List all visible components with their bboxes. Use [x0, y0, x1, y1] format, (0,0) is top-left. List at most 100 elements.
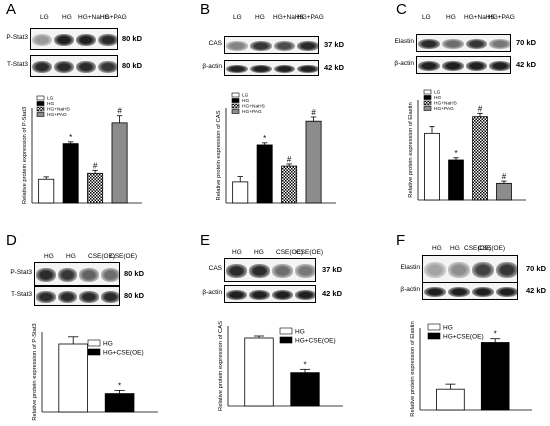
significance-marker: # [287, 155, 292, 164]
legend-swatch [36, 112, 45, 117]
molecular-weight-label: 42 kD [322, 289, 343, 298]
bar [480, 342, 510, 411]
blot-row-label: P-Stat3 [6, 34, 28, 41]
western-blot-strip [422, 282, 518, 300]
protein-band [249, 64, 272, 74]
molecular-weight-label: 80 kD [122, 34, 143, 43]
lane-label: HG [254, 249, 264, 256]
protein-band [418, 38, 440, 50]
legend-entry: HG+CSE(OE) [295, 338, 336, 345]
protein-band [79, 291, 99, 303]
significance-marker: * [263, 134, 266, 143]
lane-label: HG [255, 14, 265, 21]
legend-swatch [231, 103, 240, 109]
blot-row-label: β-actin [202, 289, 222, 296]
legend-entry: HG+PAG [434, 106, 454, 112]
protein-band [54, 60, 74, 74]
legend-swatch [427, 332, 441, 340]
blot-row-label: CAS [208, 40, 222, 47]
protein-band [295, 264, 315, 278]
significance-marker: * [69, 133, 72, 142]
blot-row-label: CAS [208, 265, 222, 272]
lane-label: HG [450, 245, 460, 252]
y-axis-label: Relative protein expression of CAS [218, 321, 224, 411]
lane-label: LG [40, 14, 49, 21]
y-axis-label: Relative protein expression of Elastin [408, 102, 414, 197]
legend-entry: HG [47, 101, 54, 107]
molecular-weight-label: 80 kD [122, 61, 143, 70]
western-blot-strip [34, 262, 120, 286]
protein-band [272, 264, 293, 278]
protein-band [297, 64, 318, 74]
legend-entry: HG+CSE(OE) [103, 350, 144, 357]
protein-band [226, 289, 247, 301]
western-blot-strip [224, 285, 316, 303]
legend-entry: LG [242, 93, 249, 99]
protein-band [472, 286, 494, 298]
protein-band [98, 33, 117, 47]
legend-entry: HG+NaHS [434, 101, 457, 107]
protein-band [272, 289, 293, 301]
protein-band [32, 60, 52, 74]
legend-swatch [231, 92, 240, 98]
protein-band [472, 262, 494, 278]
lane-label: HG+NaHS [464, 14, 495, 21]
significance-marker: # [478, 104, 483, 113]
legend-swatch [423, 100, 432, 106]
bar [58, 343, 88, 413]
panel-letter: A [6, 1, 17, 18]
legend-swatch [87, 348, 101, 356]
legend-swatch [423, 106, 432, 111]
protein-band [79, 268, 99, 282]
molecular-weight-label: 70 kD [516, 38, 537, 47]
y-axis-label: Relative protein expression of Elastin [410, 321, 416, 416]
panel-letter: D [6, 232, 17, 249]
blot-row-label: β-actin [394, 60, 414, 67]
legend-swatch [87, 339, 101, 347]
blot-row-label: β-actin [400, 286, 420, 293]
lane-label: HG [432, 245, 442, 252]
legend-entry: HG+NaHS [242, 104, 265, 110]
legend-swatch [279, 327, 293, 335]
molecular-weight-label: 42 kD [516, 60, 537, 69]
protein-band [496, 262, 517, 278]
legend-swatch [423, 89, 432, 95]
protein-band [441, 60, 464, 72]
protein-band [76, 33, 96, 47]
legend-entry: HG [242, 98, 249, 104]
protein-band [76, 60, 96, 74]
protein-band [496, 286, 517, 298]
protein-band [489, 38, 510, 50]
panel-letter: E [200, 232, 211, 249]
panel-letter: F [396, 232, 406, 249]
protein-band [98, 60, 117, 74]
western-blot-strip [416, 34, 511, 52]
western-blot-strip [34, 286, 120, 306]
molecular-weight-label: 42 kD [526, 286, 547, 295]
lane-label: HG [62, 14, 72, 21]
protein-band [249, 40, 272, 52]
y-axis-label: Relative protein expression of P-Stat3 [32, 323, 38, 420]
legend-swatch [36, 101, 45, 106]
lane-label: CSE(OE) [110, 253, 138, 260]
protein-band [273, 40, 296, 52]
lane-label: CSE(OE) [276, 249, 304, 256]
lane-label: CSE(OE) [296, 249, 324, 256]
protein-band [54, 33, 74, 47]
legend-swatch [423, 95, 432, 100]
significance-marker: # [502, 172, 507, 181]
lane-label: HG+NaHS [78, 14, 109, 21]
lane-label: HG [446, 14, 456, 21]
molecular-weight-label: 37 kD [322, 265, 343, 274]
legend-entry: HG [434, 95, 441, 101]
protein-band [441, 38, 464, 50]
protein-band [226, 264, 247, 278]
protein-band [100, 291, 119, 303]
molecular-weight-label: 80 kD [124, 269, 145, 278]
legend-swatch [231, 98, 240, 103]
lane-label: HG [66, 253, 76, 260]
legend-swatch [36, 106, 45, 112]
western-blot-strip [224, 36, 319, 54]
